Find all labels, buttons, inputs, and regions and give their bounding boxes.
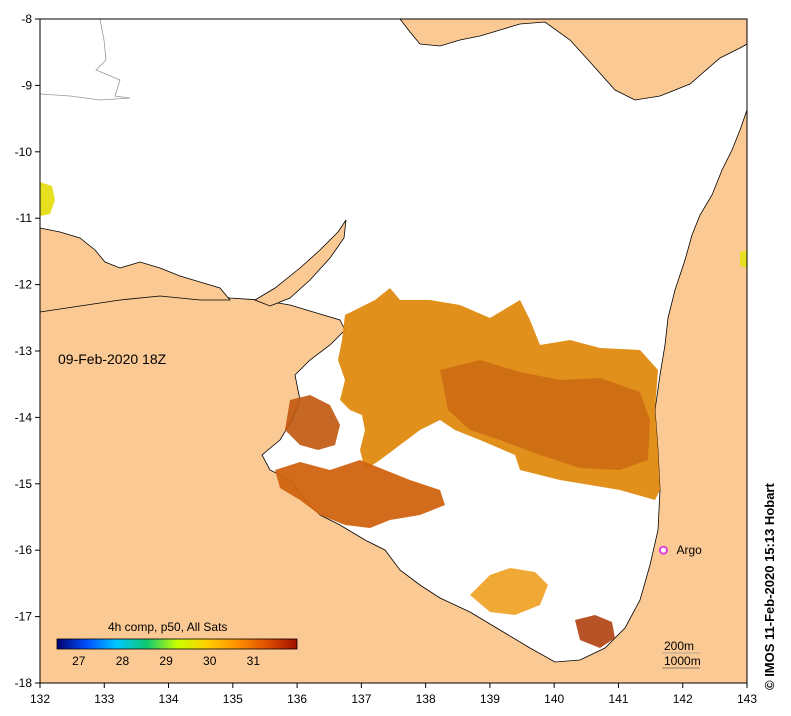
colorbar-tick-label: 27 <box>72 654 86 668</box>
y-tick-label: -11 <box>16 211 33 225</box>
colorbar-tick-label: 31 <box>247 654 261 668</box>
x-tick-label: 132 <box>30 692 50 706</box>
sst-field-south-coast <box>275 460 445 528</box>
x-tick-label: 140 <box>544 692 564 706</box>
sst-field-yellow-patch <box>40 182 55 216</box>
land-australia <box>40 109 747 683</box>
x-tick-label: 142 <box>673 692 693 706</box>
land-new-guinea <box>399 19 747 101</box>
y-tick-label: -15 <box>15 477 33 491</box>
x-axis: 132 133 134 135 136 137 138 139 140 141 142 143 <box>30 683 757 706</box>
y-tick-label: -8 <box>21 12 32 26</box>
x-tick-label: 136 <box>287 692 307 706</box>
contour-line <box>40 19 131 101</box>
x-tick-label: 137 <box>351 692 371 706</box>
argo-float-icon[interactable] <box>658 545 668 555</box>
sst-field-east-patch <box>740 250 747 268</box>
x-tick-label: 133 <box>94 692 114 706</box>
x-tick-label: 134 <box>159 692 179 706</box>
colorbar-tick-label: 28 <box>116 654 130 668</box>
contour-legend-deep: 1000m <box>664 654 701 668</box>
colorbar-tick-label: 29 <box>159 654 173 668</box>
land-wessel-islands <box>254 219 347 307</box>
land-west-islands <box>40 227 231 313</box>
credit-label: © IMOS 11-Feb-2020 15:13 Hobart <box>762 483 777 690</box>
argo-label: Argo <box>676 543 702 557</box>
sst-field-corner <box>575 615 615 648</box>
y-tick-label: -12 <box>15 278 33 292</box>
x-tick-label: 135 <box>223 692 243 706</box>
map-title: 09-Feb-2020 18Z <box>58 351 167 367</box>
contour-legend: 200m 1000m <box>662 639 701 669</box>
y-axis: -8 -9 -10 -11 -12 -13 -14 -15 -16 -17 -18 <box>15 12 40 690</box>
y-tick-label: -14 <box>15 410 33 424</box>
y-tick-label: -10 <box>15 145 33 159</box>
x-tick-label: 141 <box>608 692 628 706</box>
y-tick-label: -17 <box>15 610 33 624</box>
sst-field-warm-east <box>440 360 650 470</box>
y-tick-label: -18 <box>15 676 33 690</box>
x-tick-label: 139 <box>480 692 500 706</box>
contour-legend-shallow: 200m <box>664 639 694 653</box>
x-tick-label: 143 <box>737 692 757 706</box>
colorbar-gradient <box>56 638 298 650</box>
y-tick-label: -9 <box>21 78 32 92</box>
colorbar: 4h comp, p50, All Sats 27 28 29 30 31 <box>56 620 298 668</box>
argo-marker[interactable]: Argo <box>658 543 702 557</box>
y-tick-label: -13 <box>15 344 33 358</box>
colorbar-title: 4h comp, p50, All Sats <box>108 620 227 634</box>
sst-field-west-coast <box>285 395 340 450</box>
colorbar-tick-label: 30 <box>203 654 217 668</box>
colorbar-ticks: 27 28 29 30 31 <box>72 654 260 668</box>
x-tick-label: 138 <box>416 692 436 706</box>
y-tick-label: -16 <box>15 543 33 557</box>
sst-field-southeast <box>470 568 548 615</box>
